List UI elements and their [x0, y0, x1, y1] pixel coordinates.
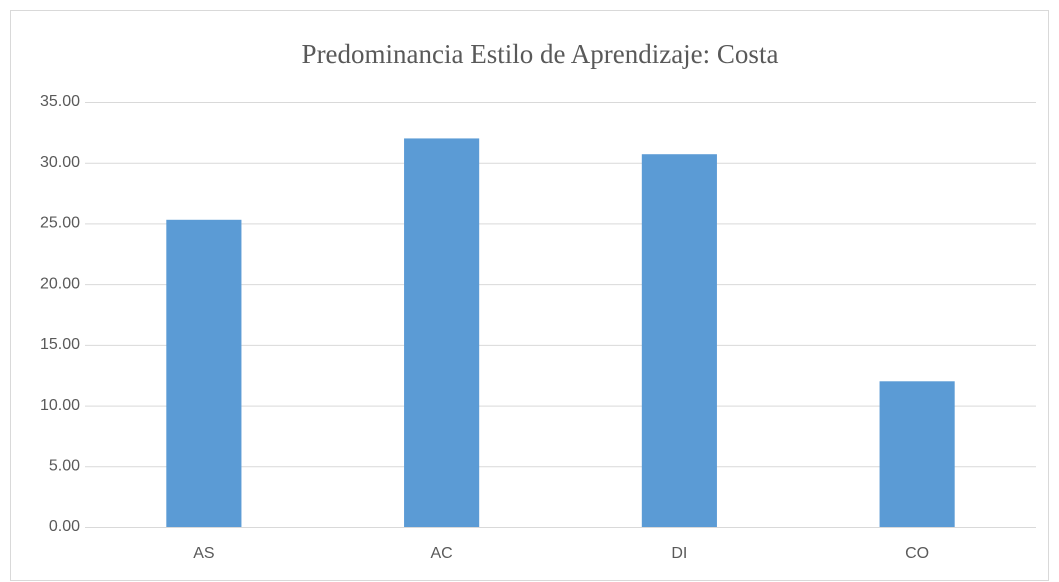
bar	[879, 381, 955, 527]
x-tick-label: DI	[671, 545, 687, 562]
x-tick-label: AS	[193, 545, 214, 562]
x-tick-label: AC	[431, 545, 453, 562]
y-tick-label: 15.00	[40, 336, 80, 353]
y-tick-label: 30.00	[40, 154, 80, 171]
bar	[166, 219, 242, 528]
x-tick-label: CO	[905, 545, 929, 562]
y-tick-label: 25.00	[40, 215, 80, 232]
bar	[404, 138, 480, 527]
bar	[641, 154, 717, 527]
y-tick-label: 35.00	[40, 93, 80, 110]
y-tick-label: 5.00	[49, 458, 80, 475]
y-tick-label: 0.00	[49, 518, 80, 535]
chart-title: Predominancia Estilo de Aprendizaje: Cos…	[302, 39, 779, 69]
y-tick-label: 20.00	[40, 275, 80, 292]
y-tick-label: 10.00	[40, 397, 80, 414]
